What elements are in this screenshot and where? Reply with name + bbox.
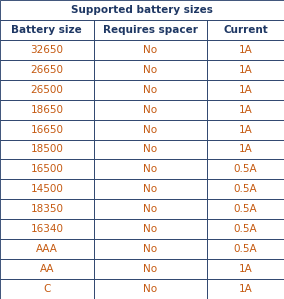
Bar [207,100,284,120]
Bar [0,219,94,239]
Bar [94,179,207,199]
Bar [94,20,207,40]
Text: Current: Current [223,25,268,35]
Bar [94,40,207,60]
Text: 26650: 26650 [30,65,63,75]
Bar [207,140,284,159]
Bar [94,80,207,100]
Bar [94,60,207,80]
Text: 16340: 16340 [30,224,63,234]
Text: 18350: 18350 [30,204,63,214]
Bar [207,219,284,239]
Text: 1A: 1A [239,264,252,274]
Bar [94,199,207,219]
Bar [94,279,207,299]
Bar [207,159,284,179]
Text: 14500: 14500 [30,184,63,194]
Bar [0,40,94,60]
Text: 16500: 16500 [30,164,63,174]
Text: 32650: 32650 [30,45,63,55]
Text: 0.5A: 0.5A [234,164,258,174]
Text: 18650: 18650 [30,105,63,115]
Bar [207,60,284,80]
Text: 1A: 1A [239,144,252,155]
Text: 1A: 1A [239,105,252,115]
Text: No: No [143,284,158,294]
Text: No: No [143,45,158,55]
Text: No: No [143,125,158,135]
Bar [94,219,207,239]
Bar [0,259,94,279]
Bar [94,259,207,279]
Text: Supported battery sizes: Supported battery sizes [71,5,213,15]
Text: No: No [143,105,158,115]
Text: Battery size: Battery size [11,25,82,35]
Text: No: No [143,65,158,75]
Text: 0.5A: 0.5A [234,244,258,254]
Bar [207,279,284,299]
Bar [0,159,94,179]
Bar [0,140,94,159]
Text: Requires spacer: Requires spacer [103,25,198,35]
Bar [0,60,94,80]
Text: 1A: 1A [239,284,252,294]
Text: 18500: 18500 [30,144,63,155]
Text: AAA: AAA [36,244,58,254]
Text: C: C [43,284,51,294]
Bar [207,199,284,219]
Bar [94,100,207,120]
Bar [0,20,94,40]
Bar [0,279,94,299]
Text: 1A: 1A [239,45,252,55]
Text: No: No [143,204,158,214]
Bar [94,140,207,159]
Text: No: No [143,85,158,95]
Text: 1A: 1A [239,125,252,135]
Bar [207,40,284,60]
Text: 0.5A: 0.5A [234,204,258,214]
Text: AA: AA [39,264,54,274]
Text: 0.5A: 0.5A [234,224,258,234]
Bar [94,239,207,259]
Bar [207,120,284,140]
Bar [0,120,94,140]
Text: 0.5A: 0.5A [234,184,258,194]
Text: No: No [143,224,158,234]
Bar [207,259,284,279]
Bar [0,100,94,120]
Bar [94,159,207,179]
Bar [0,179,94,199]
Bar [207,20,284,40]
Bar [0,199,94,219]
Bar [207,239,284,259]
Text: 1A: 1A [239,65,252,75]
Bar [207,80,284,100]
Bar [0,0,284,20]
Text: No: No [143,184,158,194]
Bar [94,120,207,140]
Text: No: No [143,164,158,174]
Bar [207,179,284,199]
Text: No: No [143,264,158,274]
Bar [0,80,94,100]
Text: No: No [143,244,158,254]
Text: 1A: 1A [239,85,252,95]
Text: 26500: 26500 [30,85,63,95]
Text: No: No [143,144,158,155]
Bar [0,239,94,259]
Text: 16650: 16650 [30,125,63,135]
